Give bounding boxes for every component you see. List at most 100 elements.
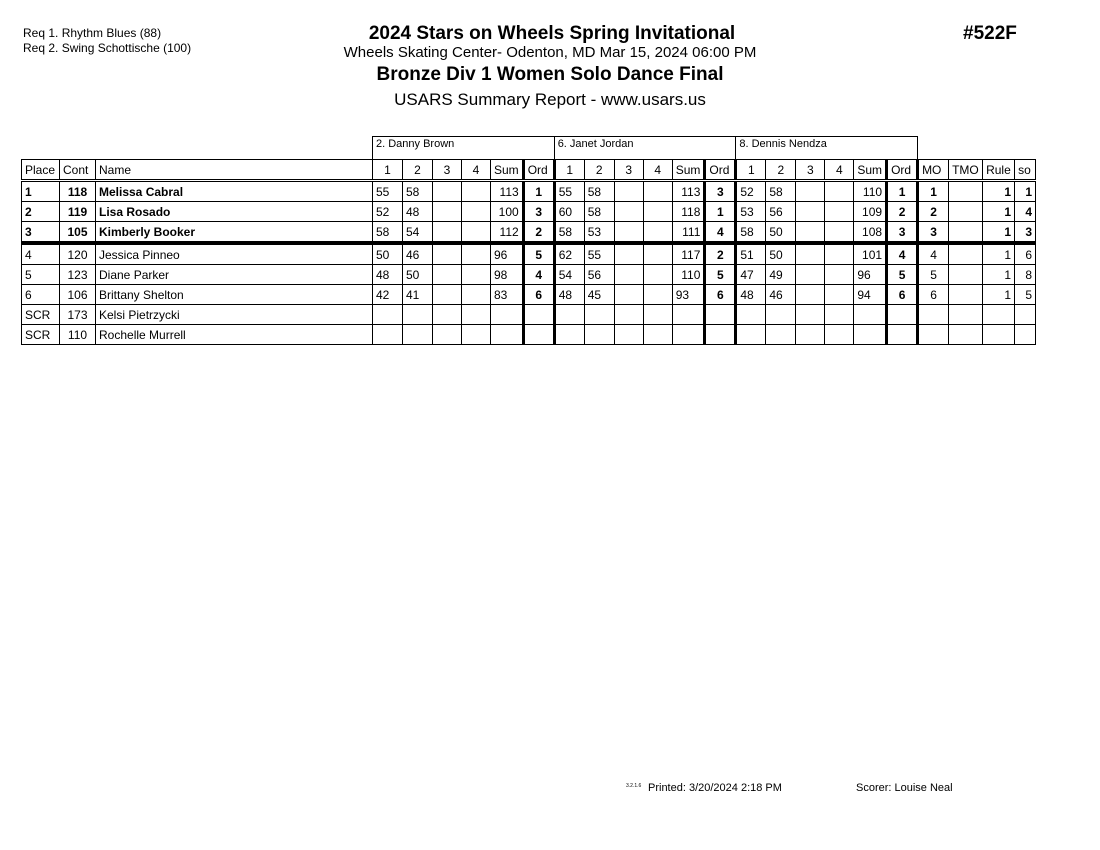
judge-sum [671, 324, 706, 345]
header-judge-col: 3 [432, 159, 462, 182]
table-row: SCR 110 Rochelle Murrell [21, 324, 1037, 345]
judge-ordinal [521, 304, 556, 325]
judge-score [642, 201, 673, 222]
judge-score: 58 [765, 180, 797, 202]
judge-score: 48 [372, 264, 403, 285]
header-judge-col: 3 [795, 159, 826, 182]
majority-ordinal: 4 [917, 242, 950, 265]
judge-score: 52 [735, 180, 767, 202]
judge-score [432, 221, 462, 245]
judge-ordinal: 5 [885, 264, 920, 285]
judge-score [461, 242, 491, 265]
header-rule: Rule [982, 159, 1016, 182]
judge-ordinal: 3 [703, 180, 738, 202]
judge-ordinal: 1 [521, 180, 556, 202]
majority-ordinal: 2 [917, 201, 950, 222]
judge-score [642, 284, 673, 305]
judge-ordinal [521, 324, 556, 345]
majority-ordinal [917, 304, 950, 325]
judge-ordinal: 6 [703, 284, 738, 305]
rule: 1 [982, 242, 1016, 265]
judge-sum: 98 [490, 264, 524, 285]
judge-ordinal: 5 [521, 242, 556, 265]
judge-score: 41 [402, 284, 433, 305]
judge-name: 8. Dennis Nendza [735, 136, 919, 160]
judge-sum: 112 [490, 221, 524, 245]
judge-ordinal: 2 [885, 201, 920, 222]
judge-score [795, 221, 826, 245]
skater-name: Brittany Shelton [95, 284, 373, 305]
judge-score [461, 180, 491, 202]
judge-sum: 118 [671, 201, 706, 222]
rule: 1 [982, 180, 1016, 202]
judge-score [765, 324, 797, 345]
rule: 1 [982, 264, 1016, 285]
results-table: 2. Danny Brown 6. Janet Jordan 8. Dennis N… [21, 136, 1037, 345]
event-number: #522F [963, 23, 1017, 44]
judge-score: 48 [402, 201, 433, 222]
judge-score: 60 [553, 201, 585, 222]
contestant-number: 123 [59, 264, 96, 285]
judge-score [642, 324, 673, 345]
header-judge-col: 2 [402, 159, 433, 182]
table-row: SCR 173 Kelsi Pietrzycki [21, 304, 1037, 325]
header-judge-col: 1 [735, 159, 767, 182]
requirement-1: Req 1. Rhythm Blues (88) [23, 26, 162, 40]
judge-score: 46 [402, 242, 433, 265]
judge-score [735, 304, 767, 325]
judge-score [461, 221, 491, 245]
judge-ordinal: 3 [521, 201, 556, 222]
place: 1 [21, 180, 60, 202]
skate-order: 6 [1014, 242, 1037, 265]
judge-score [613, 284, 644, 305]
table-row: 4 120 Jessica Pinneo 50 46 96 5 62 55 117 2 51 50 101… [21, 242, 1037, 265]
skate-order: 1 [1014, 180, 1037, 202]
requirement-2: Req 2. Swing Schottische (100) [23, 41, 192, 55]
printed-date: Printed: 3/20/2024 2:18 PM [648, 782, 782, 794]
tmo [948, 304, 984, 325]
skate-order: 4 [1014, 201, 1037, 222]
place: SCR [21, 324, 60, 345]
header-judge-col: 2 [583, 159, 615, 182]
table-row: 5 123 Diane Parker 48 50 98 4 54 56 110 5 47 49 96 5 5 1… [21, 264, 1037, 285]
judge-score [432, 201, 462, 222]
judge-ordinal [885, 304, 920, 325]
judge-score [372, 324, 403, 345]
contestant-number: 120 [59, 242, 96, 265]
judge-score: 55 [583, 242, 615, 265]
judge-score: 56 [765, 201, 797, 222]
judge-score [642, 180, 673, 202]
judge-score [642, 221, 673, 245]
judge-score [795, 264, 826, 285]
judge-ordinal: 4 [703, 221, 738, 245]
judge-sum: 110 [853, 180, 888, 202]
judge-score: 62 [553, 242, 585, 265]
judge-score [461, 284, 491, 305]
judge-score [372, 304, 403, 325]
judge-score: 58 [372, 221, 403, 245]
judge-ordinal [885, 324, 920, 345]
contestant-number: 119 [59, 201, 96, 222]
judge-score: 54 [553, 264, 585, 285]
judge-score: 47 [735, 264, 767, 285]
judge-score [613, 180, 644, 202]
contestant-number: 110 [59, 324, 96, 345]
judge-sum: 93 [671, 284, 706, 305]
judge-name: 6. Janet Jordan [553, 136, 737, 160]
rule: 1 [982, 284, 1016, 305]
judge-score: 48 [553, 284, 585, 305]
judge-score: 53 [735, 201, 767, 222]
judge-score [432, 180, 462, 202]
judge-ordinal [703, 324, 738, 345]
header-judge-col: 3 [613, 159, 644, 182]
judge-ordinal: 6 [885, 284, 920, 305]
judge-score [613, 324, 644, 345]
majority-ordinal: 3 [917, 221, 950, 245]
contestant-number: 118 [59, 180, 96, 202]
judge-score: 58 [583, 180, 615, 202]
skater-name: Diane Parker [95, 264, 373, 285]
judge-score [461, 304, 491, 325]
judge-score [824, 242, 855, 265]
judge-ordinal: 4 [885, 242, 920, 265]
judge-score [824, 221, 855, 245]
